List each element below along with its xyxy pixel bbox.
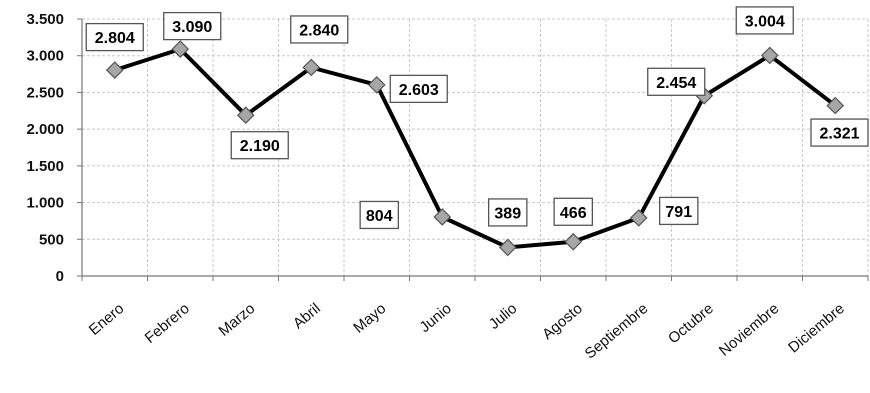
data-point-marker <box>629 209 648 227</box>
data-label-box <box>659 196 699 226</box>
data-label-text: 2.804 <box>95 30 135 47</box>
data-label: 2.190 <box>230 131 289 160</box>
data-label-box <box>735 6 794 35</box>
y-tick-label: 2.500 <box>26 84 64 101</box>
data-label: 389 <box>487 198 528 227</box>
data-point-marker <box>826 96 845 115</box>
data-label-box <box>553 197 594 226</box>
data-point-marker <box>498 238 517 257</box>
data-label-box <box>85 22 144 52</box>
series-markers <box>105 40 845 257</box>
x-tick-label: Junio <box>416 300 454 336</box>
data-label: 2.603 <box>389 74 448 104</box>
data-label-box <box>647 67 706 96</box>
data-label-text: 804 <box>366 208 393 225</box>
data-point-marker <box>302 58 321 77</box>
data-label-box <box>163 11 222 41</box>
data-label: 3.090 <box>163 11 222 41</box>
data-label-text: 389 <box>494 205 521 222</box>
x-tick-label: Marzo <box>215 300 258 340</box>
grid-lines <box>82 18 869 276</box>
data-point-marker <box>367 76 386 94</box>
x-tick-label: Octubre <box>665 300 717 347</box>
y-tick-label: 1.500 <box>26 158 64 175</box>
x-tick-label: Abril <box>290 300 324 332</box>
data-label-text: 791 <box>665 204 692 221</box>
data-label: 2.321 <box>810 118 869 147</box>
data-label-box <box>389 74 448 104</box>
x-tick-label: Mayo <box>350 300 389 337</box>
data-label-text: 2.603 <box>399 82 439 99</box>
data-label-text: 2.840 <box>299 22 339 39</box>
data-label: 3.004 <box>735 6 794 35</box>
data-label: 2.804 <box>85 22 144 52</box>
data-label-box <box>810 118 869 147</box>
y-tick-label: 1.000 <box>26 195 64 212</box>
data-labels: 2.804 3.090 2.190 2.840 2.603 804 389 466 791 2.4… <box>85 6 869 230</box>
x-axis-tick-labels: Enero Febrero Marzo Abril Mayo Junio Julio Agos… <box>86 300 848 362</box>
series-line <box>114 47 837 250</box>
data-label-text: 2.321 <box>819 126 859 143</box>
data-point-marker <box>105 61 124 79</box>
data-label-box <box>359 200 399 230</box>
x-tick-label: Noviembre <box>716 300 782 360</box>
data-point-marker <box>760 46 779 65</box>
y-tick-label: 0 <box>56 268 64 285</box>
x-tick-label: Febrero <box>142 300 193 347</box>
data-point-marker <box>236 106 255 125</box>
x-tick-label: Enero <box>86 300 128 339</box>
data-label: 804 <box>359 200 399 230</box>
data-point-marker <box>171 40 190 58</box>
series-line-path <box>114 47 837 250</box>
x-tick-label: Agosto <box>539 300 586 343</box>
data-label: 2.454 <box>647 67 706 96</box>
axes <box>77 18 869 281</box>
data-label-text: 2.454 <box>656 75 696 92</box>
y-tick-label: 3.000 <box>26 48 64 65</box>
x-tick-label: Diciembre <box>785 300 848 356</box>
y-tick-label: 3.500 <box>26 11 64 28</box>
data-point-marker <box>564 232 583 251</box>
data-label: 791 <box>659 196 699 226</box>
data-label-box <box>230 131 289 160</box>
data-label-text: 3.090 <box>172 19 212 36</box>
data-point-marker <box>433 208 452 226</box>
data-label-text: 2.190 <box>240 138 280 155</box>
data-label: 466 <box>553 197 594 226</box>
data-label: 2.840 <box>290 15 349 44</box>
data-label-box <box>290 15 349 44</box>
x-tick-label: Septiembre <box>582 300 652 362</box>
x-tick-label: Julio <box>486 300 521 333</box>
y-tick-label: 500 <box>39 231 64 248</box>
data-label-text: 466 <box>560 205 587 222</box>
data-label-box <box>487 198 528 227</box>
y-tick-label: 2.000 <box>26 121 64 138</box>
y-axis-tick-labels: 0 500 1.000 1.500 2.000 2.500 3.000 3.500 <box>26 11 64 285</box>
data-label-text: 3.004 <box>745 13 785 30</box>
